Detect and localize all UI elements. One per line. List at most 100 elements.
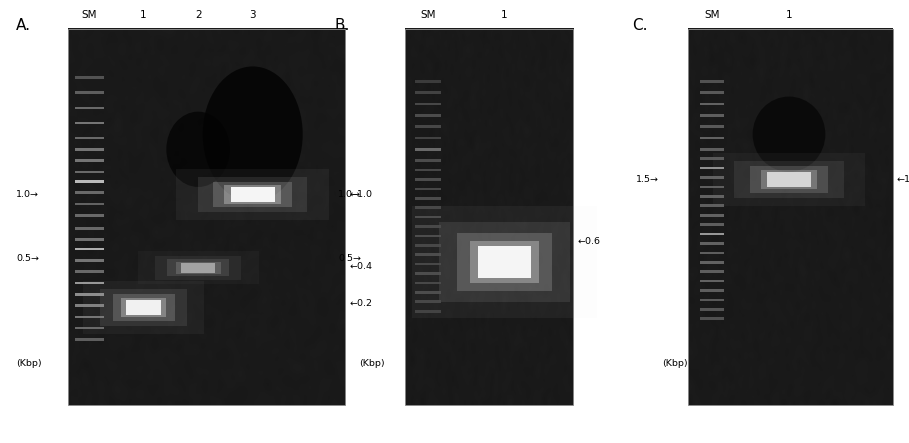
Bar xyxy=(75,77,104,79)
Bar xyxy=(75,191,104,194)
Text: C.: C. xyxy=(632,18,647,33)
Bar xyxy=(75,148,104,151)
Text: 1: 1 xyxy=(785,10,793,20)
Bar xyxy=(225,185,281,204)
Bar xyxy=(700,318,724,320)
Bar xyxy=(415,225,441,228)
Bar xyxy=(415,178,441,181)
Text: ←0.2: ←0.2 xyxy=(350,299,373,308)
Bar xyxy=(415,263,441,265)
Ellipse shape xyxy=(753,97,825,172)
Bar xyxy=(415,291,441,294)
Bar xyxy=(68,29,345,405)
Bar xyxy=(700,261,724,264)
Text: 1: 1 xyxy=(140,10,147,20)
Bar xyxy=(700,252,724,254)
Bar xyxy=(75,214,104,217)
Bar xyxy=(700,186,724,188)
Text: (Kbp): (Kbp) xyxy=(662,359,687,369)
Bar xyxy=(700,157,724,160)
Bar xyxy=(415,137,441,139)
Bar xyxy=(75,282,104,284)
Text: 3: 3 xyxy=(249,10,256,20)
Bar xyxy=(415,114,441,117)
Bar xyxy=(700,176,724,179)
Text: SM: SM xyxy=(81,10,97,20)
Bar xyxy=(734,161,844,198)
Bar xyxy=(767,172,811,187)
Text: A.: A. xyxy=(15,18,31,33)
Bar xyxy=(700,242,724,245)
Bar xyxy=(700,299,724,301)
Bar xyxy=(415,169,441,171)
Bar xyxy=(75,159,104,162)
Bar xyxy=(700,270,724,273)
Bar xyxy=(75,304,104,307)
Bar xyxy=(700,205,724,207)
Bar xyxy=(415,282,441,284)
Bar xyxy=(75,107,104,109)
Text: SM: SM xyxy=(704,10,720,20)
Bar xyxy=(126,300,161,315)
Bar xyxy=(415,103,441,105)
Bar xyxy=(700,289,724,292)
Text: B.: B. xyxy=(335,18,350,33)
Text: 0.5→: 0.5→ xyxy=(16,254,39,263)
Bar xyxy=(198,177,307,212)
Bar xyxy=(75,259,104,262)
Bar xyxy=(75,92,104,94)
Bar xyxy=(413,206,597,318)
Text: 0.5→: 0.5→ xyxy=(338,254,361,263)
Bar xyxy=(137,252,258,284)
Text: 2: 2 xyxy=(195,10,202,20)
Bar xyxy=(415,206,441,209)
Bar xyxy=(700,223,724,226)
Text: ←1.55: ←1.55 xyxy=(896,175,909,184)
Bar xyxy=(75,227,104,229)
Bar xyxy=(175,262,221,274)
Text: ←1.0: ←1.0 xyxy=(350,190,373,199)
Bar xyxy=(415,300,441,303)
Bar xyxy=(415,159,441,162)
Text: ←0.4: ←0.4 xyxy=(350,261,373,271)
Text: (Kbp): (Kbp) xyxy=(16,359,42,369)
Bar xyxy=(761,170,817,189)
Bar xyxy=(75,270,104,273)
Bar xyxy=(405,29,573,405)
Bar xyxy=(231,187,275,202)
Bar xyxy=(700,280,724,282)
Bar xyxy=(415,187,441,190)
Bar xyxy=(713,153,865,206)
Bar xyxy=(415,148,441,151)
Bar xyxy=(75,327,104,330)
Bar xyxy=(478,246,531,278)
Bar xyxy=(84,281,204,334)
Bar xyxy=(176,169,329,220)
Bar xyxy=(415,92,441,94)
Bar xyxy=(700,308,724,311)
Text: 1.0→: 1.0→ xyxy=(338,190,361,199)
Bar xyxy=(415,197,441,199)
Bar xyxy=(75,338,104,341)
Bar xyxy=(181,263,215,272)
Bar xyxy=(415,272,441,275)
Bar xyxy=(700,233,724,235)
Text: ←0.6: ←0.6 xyxy=(577,237,600,246)
Bar xyxy=(688,29,893,405)
Bar xyxy=(75,238,104,241)
Bar xyxy=(415,125,441,128)
Text: (Kbp): (Kbp) xyxy=(359,359,385,369)
Bar xyxy=(75,171,104,173)
Bar xyxy=(700,148,724,151)
Bar xyxy=(700,214,724,217)
Bar xyxy=(700,80,724,83)
Bar xyxy=(415,235,441,237)
Bar xyxy=(415,244,441,247)
Bar xyxy=(75,137,104,139)
Bar xyxy=(75,315,104,318)
Bar xyxy=(75,293,104,295)
Bar xyxy=(415,80,441,83)
Ellipse shape xyxy=(166,112,230,187)
Bar xyxy=(415,253,441,256)
Text: SM: SM xyxy=(420,10,436,20)
